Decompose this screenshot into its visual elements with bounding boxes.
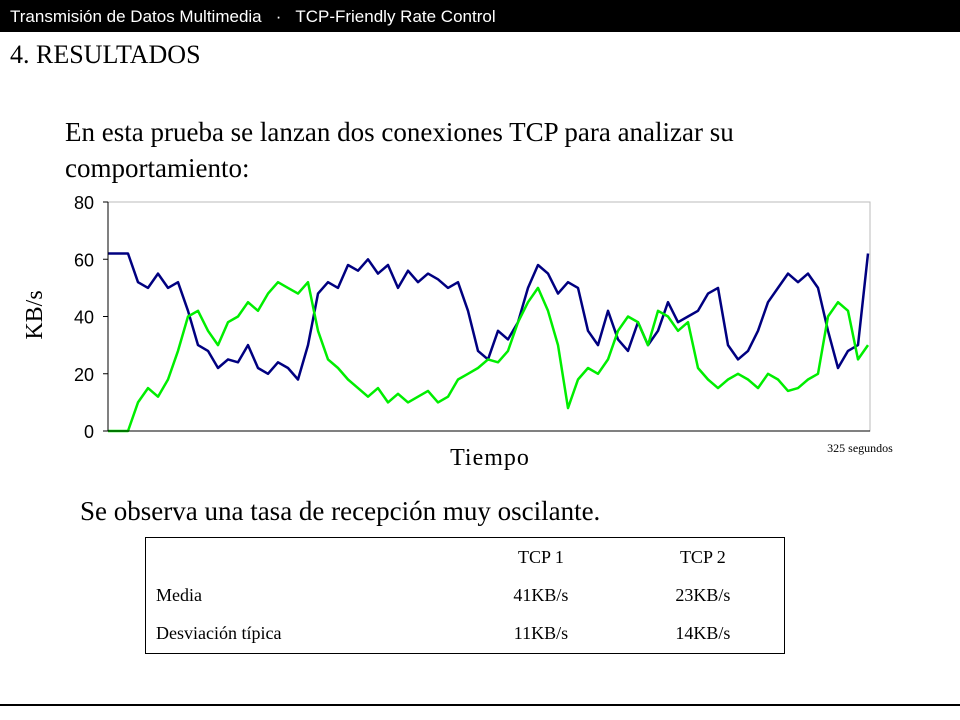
corner-cell	[146, 538, 461, 577]
cell: 41KB/s	[513, 585, 569, 605]
row-label: Media	[156, 585, 202, 605]
y-tick-label: 80	[74, 193, 94, 213]
observation-text: Se observa una tasa de recepción muy osc…	[80, 496, 601, 526]
footer-rule	[0, 704, 960, 706]
y-tick-label: 0	[84, 422, 94, 442]
plot-frame	[107, 201, 871, 432]
cell: 14KB/s	[675, 623, 731, 644]
slide-title: 4. RESULTADOS	[10, 40, 201, 69]
x-axis-label: Tiempo	[450, 445, 530, 471]
cell: 11KB/s	[513, 623, 569, 644]
series-line	[108, 280, 870, 433]
x-end-annotation: 325 segundos	[827, 441, 893, 455]
y-tick-label: 20	[74, 365, 94, 385]
column-header: TCP 2	[679, 546, 726, 567]
column-header: TCP 1	[517, 546, 564, 567]
y-axis-label: KB/s	[22, 290, 48, 339]
y-tick-label: 40	[74, 308, 94, 328]
intro-text: En esta prueba se lanzan dos conexiones …	[65, 117, 734, 183]
row-label: Desviación típica	[156, 623, 282, 644]
stats-table: TCP 1 TCP 2 Media 41KB/s 23KB/s Desviación …	[145, 537, 785, 654]
header: Transmisión de Datos Multimedia · TCP-Fr…	[0, 0, 960, 32]
cell: 23KB/s	[675, 585, 731, 605]
y-tick-label: 60	[74, 250, 94, 270]
chart: KB/s Tiempo 325 segundos 0 20 40 60 80	[22, 193, 893, 471]
